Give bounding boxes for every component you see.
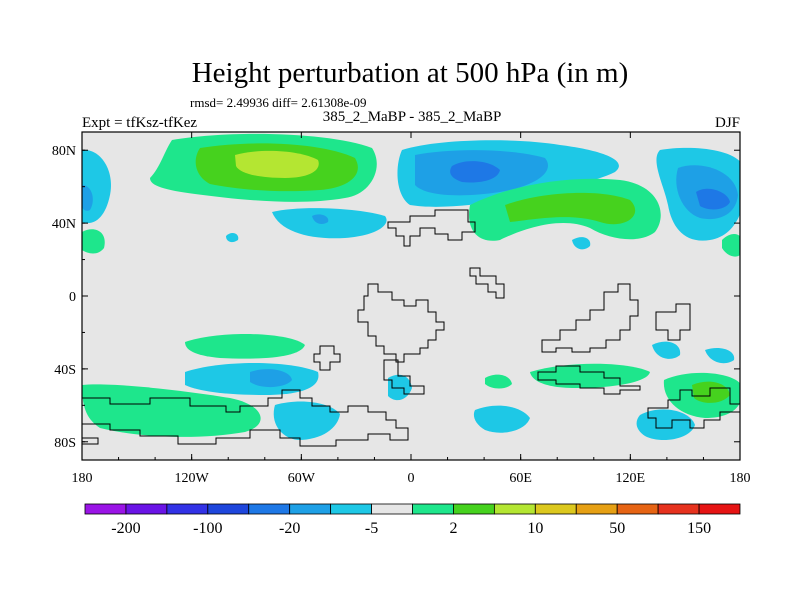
contour-darkgreen-asia [505, 192, 636, 225]
colorbar-swatch [575, 503, 618, 515]
y-tick-label: 40N [52, 217, 76, 232]
x-tick-label: 60W [288, 471, 316, 486]
contour-green-south-west [82, 384, 261, 437]
contour-midblue-atlantic-small [312, 214, 329, 224]
contour-midblue-west-edge [82, 185, 93, 211]
colorbar-swatch [412, 503, 454, 515]
colorbar-swatch [289, 503, 332, 515]
stats-label: rmsd= 2.49936 diff= 2.61308e-09 [190, 95, 367, 110]
colorbar-swatch [330, 503, 372, 515]
contour-blue-south-indian [473, 405, 530, 433]
coastline-islands-east [655, 303, 691, 341]
coastline-africa-south [383, 359, 425, 395]
contour-fills [82, 133, 740, 441]
colorbar-swatch [453, 503, 495, 515]
colorbar-label: 10 [527, 520, 543, 537]
x-tick-label: 0 [408, 471, 415, 486]
contour-green-west-small [82, 229, 105, 254]
x-tick-label: 120E [616, 471, 646, 486]
colorbar-swatch [371, 503, 413, 515]
contour-green-south-pacific [185, 334, 305, 359]
contour-darkgreen-south-east [692, 381, 730, 403]
coastline-africa [357, 283, 445, 363]
colorbar-swatch [493, 503, 536, 515]
coastline-antarctic-2 [82, 437, 99, 445]
colorbar-label: 2 [449, 520, 457, 537]
x-tick-label: 180 [730, 471, 751, 486]
contour-darkblue-nepacific [696, 188, 730, 210]
colorbar-label: 50 [609, 520, 625, 537]
x-tick-label: 120W [175, 471, 210, 486]
contour-blue-small-2 [572, 237, 591, 250]
contour-darkblue-eurasia [450, 161, 500, 183]
contour-yellowgreen-npacific [235, 150, 319, 178]
colorbar-swatch [166, 503, 209, 515]
colorbar-swatch [207, 503, 250, 515]
y-axis: 80N 40N 0 40S 80S [52, 144, 740, 451]
colorbar-label: -100 [193, 520, 222, 537]
coastline-antarctic-1 [82, 389, 409, 447]
contour-green-east-edge [722, 234, 740, 257]
coastline-australia [537, 365, 641, 395]
colorbar-swatch [125, 503, 168, 515]
coastline-arabia [469, 267, 505, 299]
contour-green-south-small [485, 374, 512, 389]
colorbar-label: -20 [279, 520, 300, 537]
colorbar: -200 -100 -20 -5 2 10 50 150 [84, 503, 741, 537]
colorbar-swatch [657, 503, 700, 515]
y-tick-label: 80S [54, 436, 76, 451]
y-tick-label: 0 [69, 290, 76, 305]
x-axis: 180 120W 60W 0 60E 120E 180 [72, 132, 751, 486]
coastline-asia-south [541, 283, 639, 353]
colorbar-label: 150 [687, 520, 711, 537]
left-label: Expt = tfKsz-tfKez [82, 115, 197, 131]
y-tick-label: 40S [54, 363, 76, 378]
colorbar-swatch [698, 503, 741, 515]
coastline-antarctic-east [647, 387, 740, 429]
x-tick-label: 60E [509, 471, 532, 486]
x-tick-label: 180 [72, 471, 93, 486]
colorbar-swatch [616, 503, 659, 515]
right-label: DJF [715, 115, 740, 131]
contour-blue-atlantic [272, 208, 387, 239]
colorbar-label: -5 [365, 520, 378, 537]
center-label: 385_2_MaBP - 385_2_MaBP [323, 109, 502, 125]
contour-blue-south-atlantic [273, 401, 340, 440]
contour-blue-south-east-1 [652, 341, 681, 359]
coastline-south-america [313, 345, 341, 371]
y-tick-label: 80N [52, 144, 76, 159]
contour-blue-south-east-3 [636, 409, 695, 441]
coastlines [82, 209, 740, 447]
contour-blue-south-east-2 [705, 348, 735, 364]
colorbar-swatch [248, 503, 291, 515]
colorbar-swatch [534, 503, 577, 515]
contour-blue-small-1 [226, 233, 239, 243]
chart-title: Height perturbation at 500 hPa (in m) [192, 57, 629, 89]
colorbar-swatch [84, 503, 127, 515]
colorbar-label: -200 [111, 520, 140, 537]
contour-midblue-south-pacific [250, 369, 292, 388]
coastline-europe [387, 209, 476, 247]
